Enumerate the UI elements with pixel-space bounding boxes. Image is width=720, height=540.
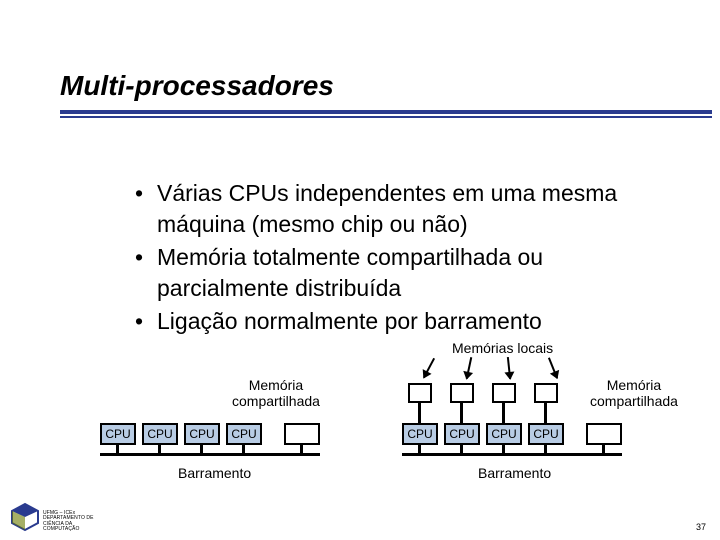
bus-stub	[158, 445, 161, 453]
footer-logo: UFMG – ICEx DEPARTAMENTO DE CIÊNCIA DA C…	[10, 492, 110, 532]
arrow-icon	[548, 357, 558, 378]
bus-stub	[502, 445, 505, 453]
cpu-box: CPU	[402, 423, 438, 445]
diagram: Memória compartilhada CPU CPU CPU CPU Ba…	[60, 345, 670, 515]
bus-stub	[200, 445, 203, 453]
bus-stub	[602, 445, 605, 453]
mem-stub	[544, 403, 547, 423]
arrow-icon	[466, 357, 473, 379]
cpu-box: CPU	[528, 423, 564, 445]
mem-stub	[460, 403, 463, 423]
logo-line: COMPUTAÇÃO	[43, 527, 110, 532]
shared-mem-label-left: Memória compartilhada	[232, 377, 320, 409]
shared-mem-label-right: Memória compartilhada	[590, 377, 678, 409]
bus-stub	[242, 445, 245, 453]
bus-label-right: Barramento	[478, 465, 551, 481]
shared-mem-box-right	[586, 423, 622, 445]
shared-mem-box-left	[284, 423, 320, 445]
cpu-box: CPU	[226, 423, 262, 445]
local-mem-label: Memórias locais	[452, 340, 553, 356]
bus-stub	[544, 445, 547, 453]
cpu-box: CPU	[444, 423, 480, 445]
bus-stub	[116, 445, 119, 453]
cpu-box: CPU	[486, 423, 522, 445]
bus-stub	[300, 445, 303, 453]
bullet-item: Ligação normalmente por barramento	[135, 306, 660, 337]
mem-stub	[502, 403, 505, 423]
arrow-icon	[423, 358, 435, 378]
logo-mark-icon	[10, 502, 40, 532]
page-number: 37	[696, 522, 706, 532]
arrow-icon	[507, 357, 511, 379]
title-underline	[60, 110, 712, 114]
local-mem-box	[450, 383, 474, 403]
bus-stub	[460, 445, 463, 453]
local-mem-box	[408, 383, 432, 403]
bullet-item: Várias CPUs independentes em uma mesma m…	[135, 178, 660, 240]
mem-stub	[418, 403, 421, 423]
cpu-box: CPU	[184, 423, 220, 445]
bullet-list: Várias CPUs independentes em uma mesma m…	[95, 178, 660, 339]
bullet-item: Memória totalmente compartilhada ou parc…	[135, 242, 660, 304]
logo-text: UFMG – ICEx DEPARTAMENTO DE CIÊNCIA DA C…	[43, 511, 110, 532]
bus-right	[402, 453, 622, 456]
cpu-box: CPU	[100, 423, 136, 445]
local-mem-box	[534, 383, 558, 403]
local-mem-box	[492, 383, 516, 403]
bus-stub	[418, 445, 421, 453]
cpu-box: CPU	[142, 423, 178, 445]
bus-left	[100, 453, 320, 456]
slide-title: Multi-processadores	[60, 70, 334, 102]
bus-label-left: Barramento	[178, 465, 251, 481]
